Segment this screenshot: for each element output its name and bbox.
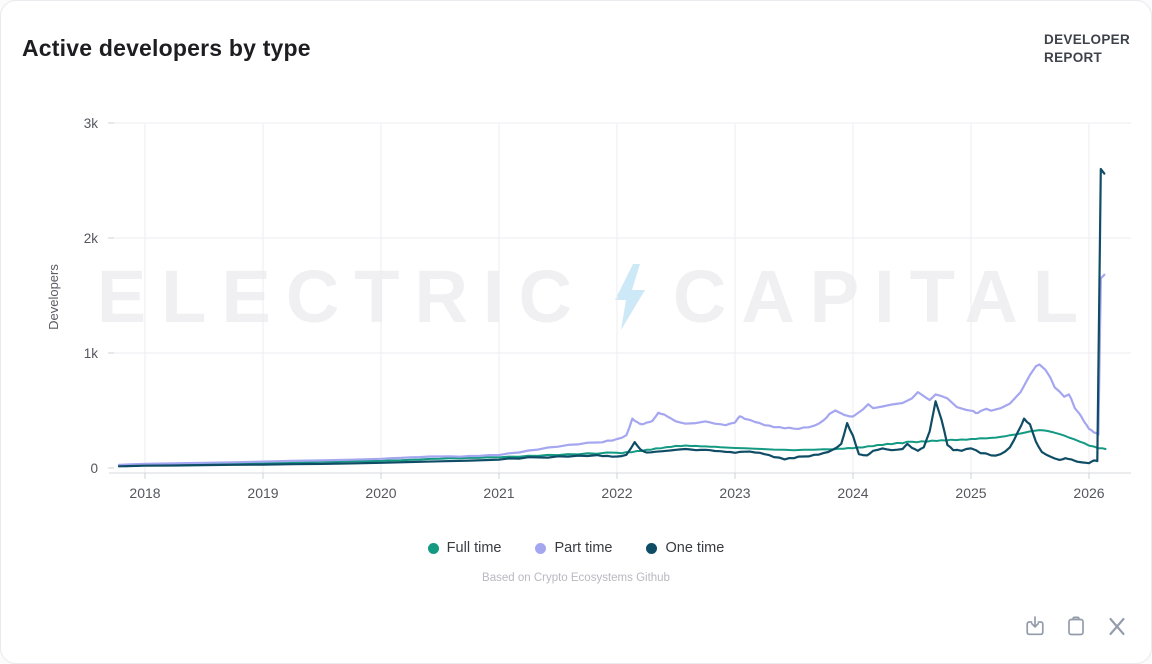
- legend-item-part-time[interactable]: Part time: [535, 540, 612, 556]
- legend-item-full-time[interactable]: Full time: [427, 540, 502, 556]
- legend-label: Full time: [446, 540, 502, 556]
- download-icon[interactable]: [1023, 614, 1047, 638]
- page-title: Active developers by type: [22, 35, 311, 61]
- legend-dot: [646, 542, 658, 554]
- y-tick-label: 2k: [84, 231, 99, 246]
- y-tick-label: 1k: [84, 346, 99, 361]
- x-tick-label: 2019: [247, 485, 278, 501]
- series-line-one-time: [117, 167, 1106, 468]
- series-line-full-time: [118, 429, 1107, 468]
- y-tick-label: 3k: [84, 116, 99, 131]
- legend-dot: [535, 542, 547, 554]
- x-tick-label: 2021: [483, 485, 514, 501]
- line-chart: 2018 2019 2020 2021 2022 2023 2024 2025 2026 0 1k 2…: [84, 116, 1131, 501]
- chart-toolbar: [1023, 614, 1129, 638]
- developer-report-logo: DEVELOPER REPORT: [1044, 31, 1130, 67]
- x-tick-label: 2024: [837, 485, 868, 501]
- legend-label: Part time: [554, 540, 613, 556]
- series-line-part-time: [117, 273, 1106, 466]
- x-tick-label: 2020: [365, 485, 396, 501]
- legend-label: One time: [665, 540, 725, 556]
- legend-dot: [427, 542, 439, 554]
- legend-item-one-time[interactable]: One time: [646, 540, 724, 556]
- x-tick-label: 2018: [129, 485, 160, 501]
- x-tick-label: 2025: [955, 485, 986, 501]
- chart-legend: Full time Part time One time: [1, 540, 1151, 556]
- x-tick-label: 2026: [1073, 485, 1104, 501]
- y-tick-label: 0: [90, 461, 98, 476]
- copy-icon[interactable]: [1064, 614, 1088, 638]
- x-social-icon[interactable]: [1105, 614, 1129, 638]
- source-caption: Based on Crypto Ecosystems Github: [482, 572, 670, 584]
- x-tick-label: 2023: [719, 485, 750, 501]
- badge-line-1: DEVELOPER: [1044, 32, 1130, 47]
- x-tick-label: 2022: [601, 485, 632, 501]
- badge-line-2: REPORT: [1044, 50, 1103, 66]
